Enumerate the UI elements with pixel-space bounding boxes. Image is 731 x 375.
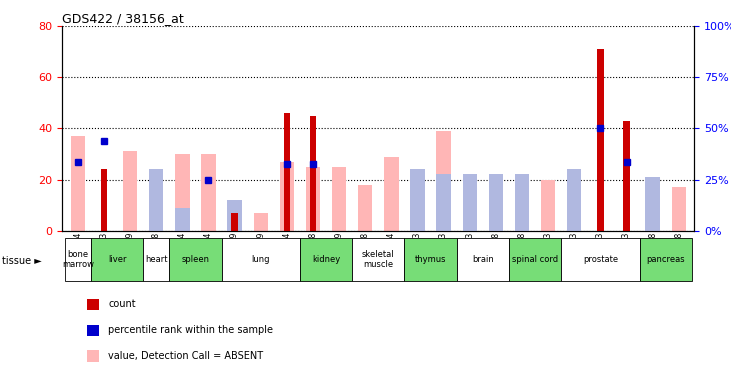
Bar <box>645 177 660 231</box>
Text: spleen: spleen <box>181 255 209 264</box>
Bar <box>221 238 300 281</box>
Text: value, Detection Call = ABSENT: value, Detection Call = ABSENT <box>108 351 263 361</box>
Bar <box>509 238 561 281</box>
Text: percentile rank within the sample: percentile rank within the sample <box>108 325 273 335</box>
Text: prostate: prostate <box>583 255 618 264</box>
Bar <box>284 113 290 231</box>
Bar <box>332 167 346 231</box>
Bar <box>457 238 509 281</box>
Bar <box>410 174 425 231</box>
Text: bone
marrow: bone marrow <box>62 250 94 269</box>
Bar <box>227 200 242 231</box>
Text: count: count <box>108 299 136 309</box>
Bar <box>352 238 404 281</box>
Bar <box>463 174 477 231</box>
Bar <box>306 167 320 231</box>
Bar <box>71 136 85 231</box>
Bar <box>597 49 604 231</box>
Bar <box>88 298 99 310</box>
Bar <box>410 170 425 231</box>
Text: skeletal
muscle: skeletal muscle <box>362 250 395 269</box>
Text: liver: liver <box>107 255 126 264</box>
Text: kidney: kidney <box>312 255 340 264</box>
Bar <box>101 170 107 231</box>
Bar <box>201 154 216 231</box>
Bar <box>227 202 242 231</box>
Bar <box>88 324 99 336</box>
Bar <box>310 116 317 231</box>
Bar <box>91 238 143 281</box>
Bar <box>149 192 164 231</box>
Bar <box>88 350 99 361</box>
Text: thymus: thymus <box>414 255 447 264</box>
Bar <box>175 208 189 231</box>
Bar <box>358 184 372 231</box>
Bar <box>436 131 451 231</box>
Bar <box>567 170 581 231</box>
Text: pancreas: pancreas <box>646 255 685 264</box>
Bar <box>175 154 189 231</box>
Bar <box>143 238 170 281</box>
Bar <box>515 174 529 231</box>
Text: spinal cord: spinal cord <box>512 255 558 264</box>
Bar <box>624 121 630 231</box>
Bar <box>489 205 503 231</box>
Bar <box>640 238 692 281</box>
Bar <box>65 238 91 281</box>
Bar <box>541 180 556 231</box>
Text: brain: brain <box>472 255 493 264</box>
Bar <box>515 174 529 231</box>
Text: GDS422 / 38156_at: GDS422 / 38156_at <box>62 12 184 25</box>
Bar <box>254 213 268 231</box>
Bar <box>170 238 221 281</box>
Bar <box>385 156 398 231</box>
Bar <box>404 238 457 281</box>
Bar <box>567 174 581 231</box>
Bar <box>436 174 451 231</box>
Bar <box>463 174 477 231</box>
Text: lung: lung <box>251 255 270 264</box>
Bar <box>149 170 164 231</box>
Bar <box>489 174 503 231</box>
Text: tissue ►: tissue ► <box>2 256 42 266</box>
Bar <box>123 152 137 231</box>
Bar <box>561 238 640 281</box>
Bar <box>300 238 352 281</box>
Bar <box>645 177 660 231</box>
Bar <box>672 187 686 231</box>
Text: heart: heart <box>145 255 167 264</box>
Bar <box>280 162 294 231</box>
Bar <box>231 213 238 231</box>
